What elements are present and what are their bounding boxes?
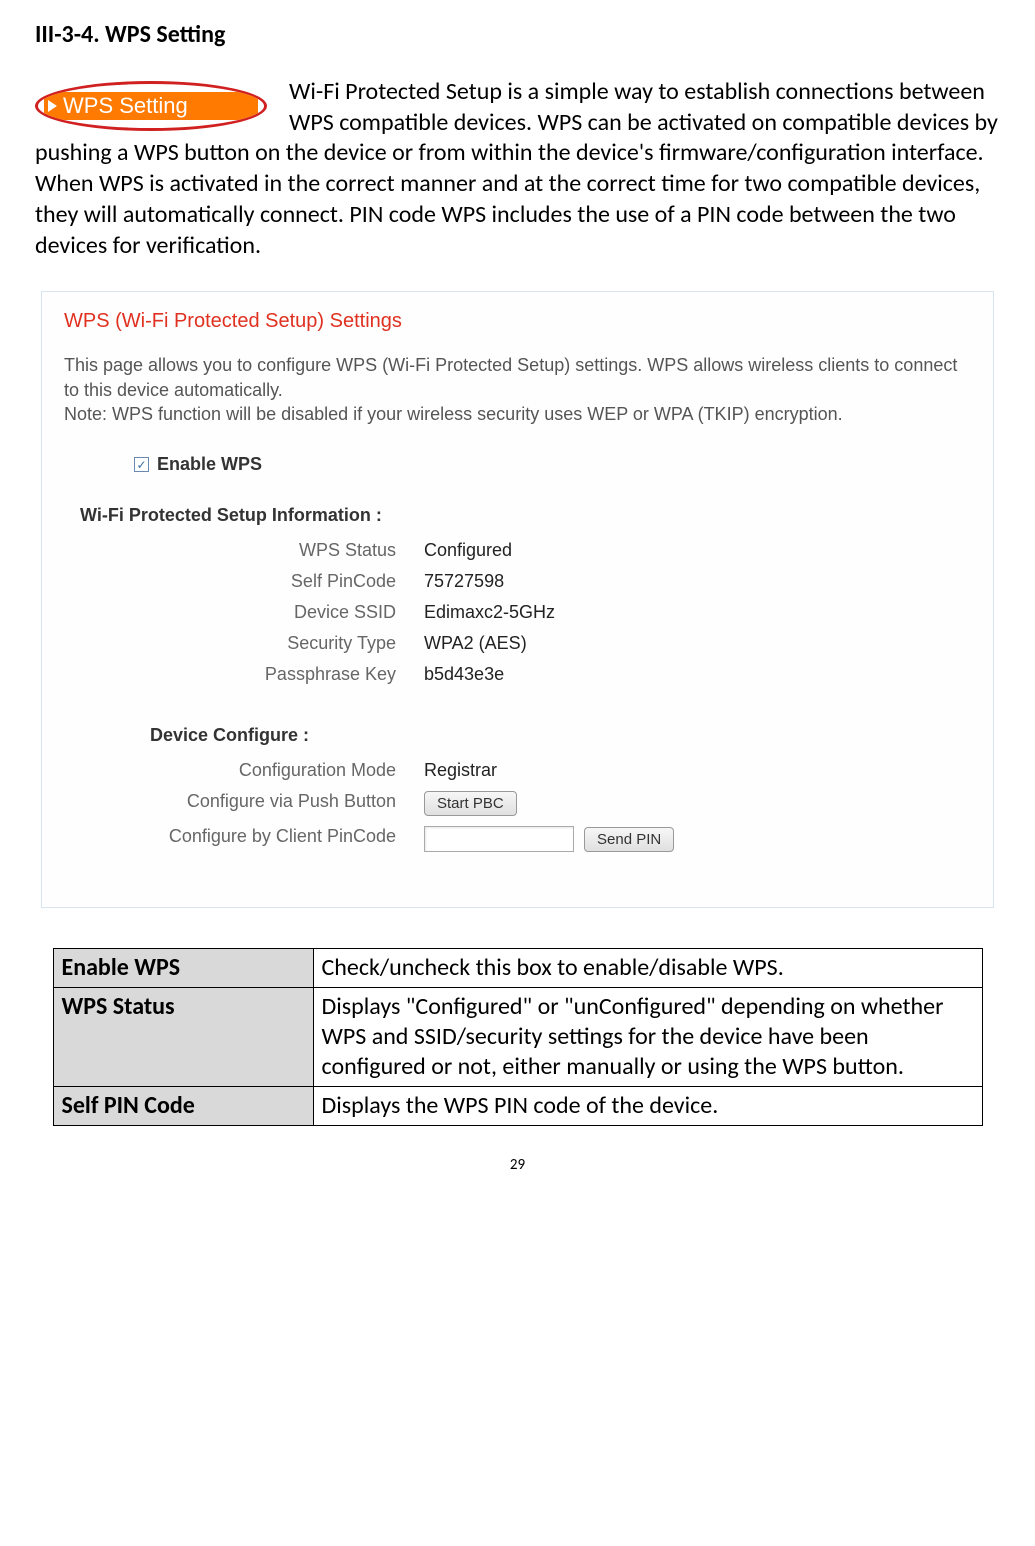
page-number: 29 xyxy=(35,1156,1000,1174)
start-pbc-button[interactable]: Start PBC xyxy=(424,791,517,816)
client-pin-row: Configure by Client PinCode Send PIN xyxy=(64,826,971,852)
config-mode-row: Configuration Mode Registrar xyxy=(64,760,971,781)
info-row: Device SSIDEdimaxc2-5GHz xyxy=(64,602,971,623)
table-term: Enable WPS xyxy=(53,949,313,988)
info-value: 75727598 xyxy=(424,571,504,592)
info-key: Self PinCode xyxy=(64,571,424,592)
info-row: Passphrase Keyb5d43e3e xyxy=(64,664,971,685)
table-row: Self PIN CodeDisplays the WPS PIN code o… xyxy=(53,1087,982,1126)
panel-title: WPS (Wi-Fi Protected Setup) Settings xyxy=(64,310,971,333)
section-heading: III-3-4. WPS Setting xyxy=(35,20,1000,49)
client-pin-input[interactable] xyxy=(424,826,574,852)
config-mode-value: Registrar xyxy=(424,760,497,781)
table-row: WPS StatusDisplays "Configured" or "unCo… xyxy=(53,988,982,1087)
client-pin-label: Configure by Client PinCode xyxy=(64,826,424,852)
info-row: WPS StatusConfigured xyxy=(64,540,971,561)
table-desc: Displays "Configured" or "unConfigured" … xyxy=(313,988,982,1087)
wps-setting-tab[interactable]: WPS Setting xyxy=(35,81,267,131)
info-key: Device SSID xyxy=(64,602,424,623)
push-button-label: Configure via Push Button xyxy=(64,791,424,816)
info-value: Edimaxc2-5GHz xyxy=(424,602,555,623)
wps-info-title: Wi-Fi Protected Setup Information : xyxy=(80,505,971,526)
intro-block: WPS Setting Wi-Fi Protected Setup is a s… xyxy=(35,77,1000,261)
wps-setting-tab-inner: WPS Setting xyxy=(44,92,258,120)
enable-wps-label: Enable WPS xyxy=(157,454,262,475)
info-key: WPS Status xyxy=(64,540,424,561)
wps-settings-panel: WPS (Wi-Fi Protected Setup) Settings Thi… xyxy=(41,291,994,908)
table-term: WPS Status xyxy=(53,988,313,1087)
description-table: Enable WPSCheck/uncheck this box to enab… xyxy=(53,948,983,1126)
table-desc: Check/uncheck this box to enable/disable… xyxy=(313,949,982,988)
push-button-row: Configure via Push Button Start PBC xyxy=(64,791,971,816)
enable-wps-row: ✓ Enable WPS xyxy=(134,454,971,475)
tab-label: WPS Setting xyxy=(63,93,188,119)
info-value: Configured xyxy=(424,540,512,561)
info-row: Security TypeWPA2 (AES) xyxy=(64,633,971,654)
table-desc: Displays the WPS PIN code of the device. xyxy=(313,1087,982,1126)
send-pin-button[interactable]: Send PIN xyxy=(584,827,674,852)
info-key: Passphrase Key xyxy=(64,664,424,685)
info-row: Self PinCode75727598 xyxy=(64,571,971,592)
wps-info-table: WPS StatusConfiguredSelf PinCode75727598… xyxy=(64,540,971,685)
enable-wps-checkbox[interactable]: ✓ xyxy=(134,457,149,472)
config-mode-label: Configuration Mode xyxy=(64,760,424,781)
info-value: b5d43e3e xyxy=(424,664,504,685)
device-configure-title: Device Configure : xyxy=(150,725,971,746)
table-term: Self PIN Code xyxy=(53,1087,313,1126)
panel-description: This page allows you to configure WPS (W… xyxy=(64,353,971,426)
table-row: Enable WPSCheck/uncheck this box to enab… xyxy=(53,949,982,988)
info-key: Security Type xyxy=(64,633,424,654)
info-value: WPA2 (AES) xyxy=(424,633,527,654)
triangle-icon xyxy=(48,100,57,112)
